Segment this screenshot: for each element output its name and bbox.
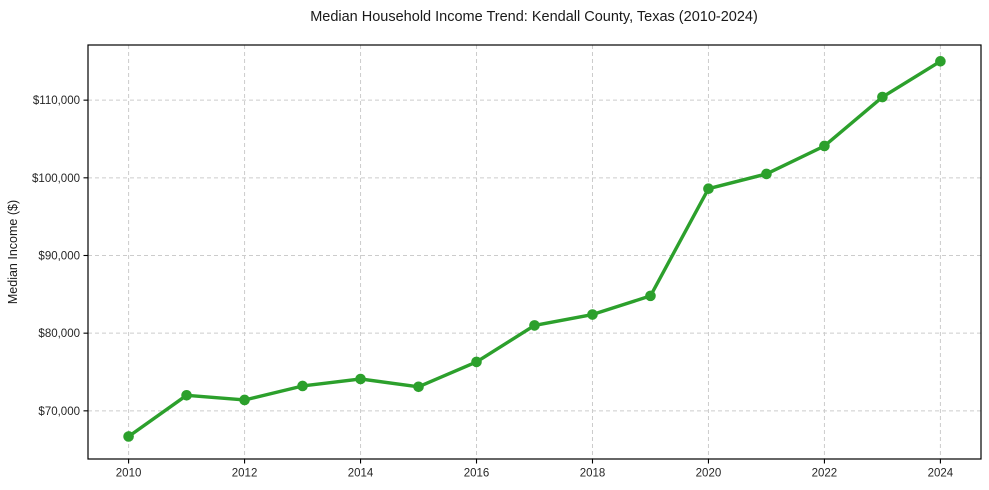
chart-title: Median Household Income Trend: Kendall C… <box>310 9 758 25</box>
y-tick-label: $70,000 <box>38 406 80 418</box>
x-tick-label: 2024 <box>928 468 954 480</box>
chart-axes <box>83 44 982 464</box>
data-point <box>819 140 830 152</box>
data-point <box>529 320 540 331</box>
x-tick-label: 2014 <box>348 468 374 480</box>
data-point <box>645 290 656 302</box>
x-tick-label: 2020 <box>696 468 722 480</box>
y-tick-label: $90,000 <box>38 250 80 262</box>
data-point <box>239 394 250 406</box>
data-point <box>123 431 134 442</box>
chart-series <box>123 56 946 442</box>
data-point <box>297 380 308 392</box>
chart-gridlines <box>88 45 981 459</box>
x-tick-label: 2010 <box>116 468 142 480</box>
x-tick-label: 2022 <box>812 468 838 480</box>
data-point <box>703 183 714 194</box>
y-axis-label: Median Income ($) <box>6 200 20 304</box>
data-point <box>587 309 598 320</box>
plot-background <box>88 45 981 459</box>
data-point <box>181 390 192 401</box>
data-point <box>761 168 772 180</box>
plot-border <box>87 44 982 460</box>
y-tick-label: $100,000 <box>32 173 80 185</box>
y-tick-label: $80,000 <box>38 328 80 340</box>
x-tick-label: 2018 <box>580 468 606 480</box>
x-tick-label: 2012 <box>232 468 258 480</box>
data-point <box>355 373 366 385</box>
data-point <box>935 56 946 67</box>
x-tick-label: 2016 <box>464 468 490 480</box>
data-point <box>413 381 424 393</box>
data-point <box>877 91 888 103</box>
y-tick-label: $110,000 <box>33 95 80 107</box>
chart-tick-labels: 2010 2012 2014 2016 2018 2020 2022 2024 $70,000 $… <box>32 95 954 479</box>
data-point <box>471 356 482 368</box>
